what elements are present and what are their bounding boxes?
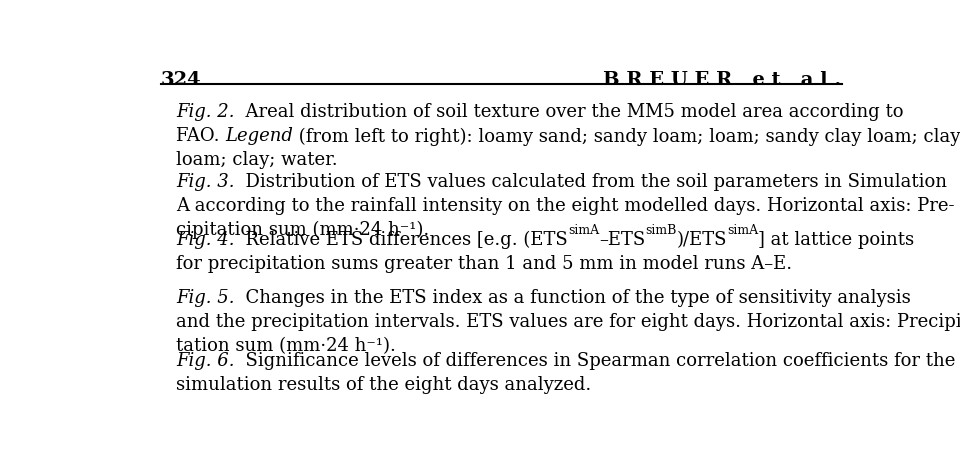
Text: simA: simA (568, 224, 599, 238)
Text: 324: 324 (161, 71, 202, 89)
Text: ] at lattice points: ] at lattice points (758, 231, 915, 249)
Text: Significance levels of differences in Spearman correlation coefficients for the: Significance levels of differences in Sp… (234, 352, 955, 370)
Text: Fig. 5.: Fig. 5. (176, 289, 234, 307)
Text: Relative ETS differences [e.g. (ETS: Relative ETS differences [e.g. (ETS (234, 231, 568, 249)
Text: Changes in the ETS index as a function of the type of sensitivity analysis: Changes in the ETS index as a function o… (234, 289, 911, 307)
Text: cipitation sum (mm·24 h⁻¹).: cipitation sum (mm·24 h⁻¹). (176, 221, 429, 239)
Text: simB: simB (645, 224, 677, 238)
Text: simA: simA (728, 224, 758, 238)
Text: Fig. 4.: Fig. 4. (176, 231, 234, 249)
Text: Fig. 6.: Fig. 6. (176, 352, 234, 370)
Text: FAO.: FAO. (176, 128, 225, 145)
Text: )/ETS: )/ETS (677, 231, 728, 249)
Text: (from left to right): loamy sand; sandy loam; loam; sandy clay loam; clay: (from left to right): loamy sand; sandy … (293, 128, 960, 146)
Text: A according to the rainfall intensity on the eight modelled days. Horizontal axi: A according to the rainfall intensity on… (176, 197, 954, 215)
Text: Areal distribution of soil texture over the MM5 model area according to: Areal distribution of soil texture over … (234, 103, 903, 122)
Text: B R E U E R   e t   a l .: B R E U E R e t a l . (604, 71, 842, 89)
Text: loam; clay; water.: loam; clay; water. (176, 151, 337, 169)
Text: simulation results of the eight days analyzed.: simulation results of the eight days ana… (176, 376, 591, 394)
Text: Legend: Legend (225, 128, 293, 145)
Text: for precipitation sums greater than 1 and 5 mm in model runs A–E.: for precipitation sums greater than 1 an… (176, 255, 792, 273)
Text: Distribution of ETS values calculated from the soil parameters in Simulation: Distribution of ETS values calculated fr… (234, 173, 948, 191)
Text: Fig. 3.: Fig. 3. (176, 173, 234, 191)
Text: tation sum (mm·24 h⁻¹).: tation sum (mm·24 h⁻¹). (176, 337, 396, 355)
Text: –ETS: –ETS (599, 231, 645, 249)
Text: and the precipitation intervals. ETS values are for eight days. Horizontal axis:: and the precipitation intervals. ETS val… (176, 313, 960, 331)
Text: Fig. 2.: Fig. 2. (176, 103, 234, 122)
